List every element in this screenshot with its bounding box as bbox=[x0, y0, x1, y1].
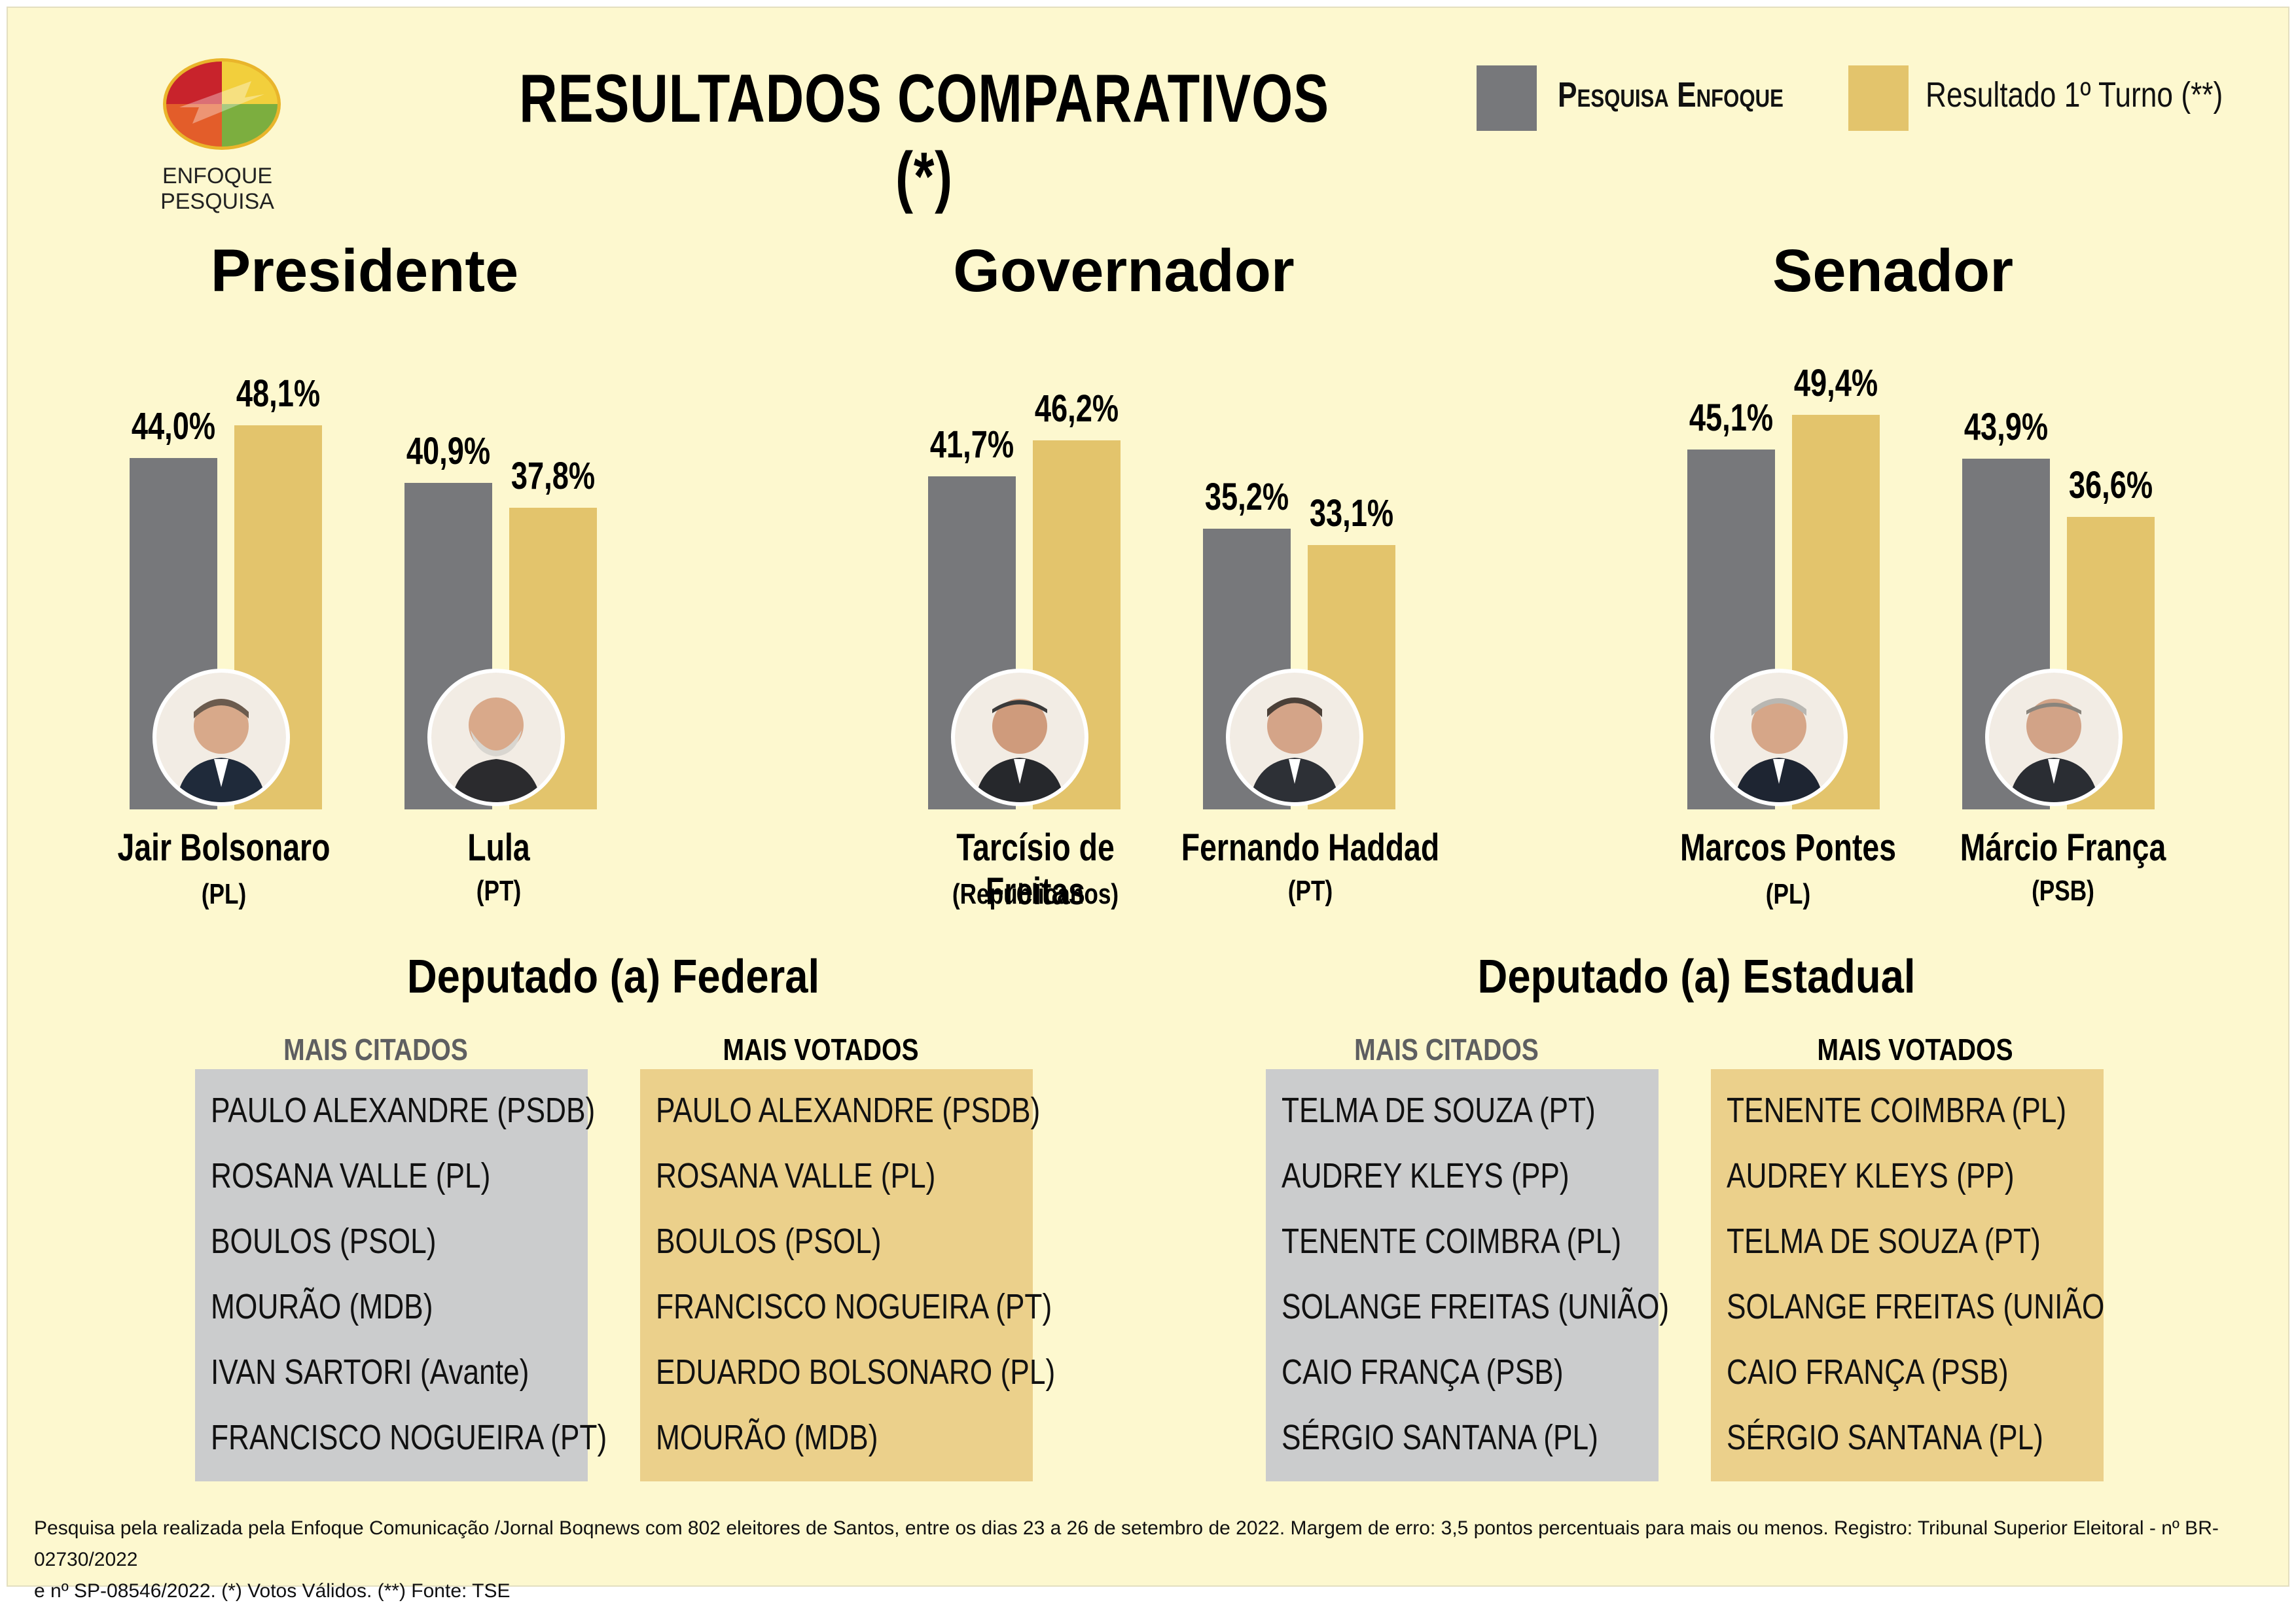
footnote: Pesquisa pela realizada pela Enfoque Com… bbox=[34, 1513, 2286, 1607]
candidate-photo-haddad bbox=[1226, 669, 1363, 806]
candidate-photo-tarcisio bbox=[951, 669, 1088, 806]
list-estadual-votados: TENENTE COIMBRA (PL) AUDREY KLEYS (PP) T… bbox=[1711, 1069, 2104, 1481]
list-header-votados: MAIS VOTADOS bbox=[723, 1033, 919, 1067]
value-label: 43,9% bbox=[1964, 406, 2049, 449]
list-item: BOULOS (PSOL) bbox=[656, 1222, 882, 1261]
list-item: TELMA DE SOUZA (PT) bbox=[1282, 1091, 1596, 1130]
legend-label-pesquisa: Pesquisa Enfoque bbox=[1558, 75, 1784, 115]
candidate-party: (PT) bbox=[1287, 875, 1333, 907]
candidate-name: Tarcísio de Freitas bbox=[956, 826, 1115, 913]
chart-title-presidente: Presidente bbox=[210, 238, 519, 304]
list-item: MOURÃO (MDB) bbox=[211, 1287, 433, 1326]
candidate-party: (PL) bbox=[201, 878, 247, 910]
person-icon bbox=[1714, 673, 1844, 802]
list-item: PAULO ALEXANDRE (PSDB) bbox=[656, 1091, 1041, 1130]
candidate-photo-marcio-franca bbox=[1985, 669, 2123, 806]
list-item: SOLANGE FREITAS (UNIÃO bbox=[1727, 1287, 2105, 1326]
list-item: AUDREY KLEYS (PP) bbox=[1727, 1156, 2015, 1195]
person-icon bbox=[431, 673, 561, 802]
chart-title-governador: Governador bbox=[953, 238, 1295, 304]
candidate-party: (Republicanos) bbox=[952, 878, 1119, 910]
candidate-name: Jair Bolsonaro bbox=[117, 826, 331, 869]
value-label: 44,0% bbox=[131, 405, 216, 448]
legend-swatch-pesquisa bbox=[1477, 65, 1537, 131]
list-item: CAIO FRANÇA (PSB) bbox=[1727, 1352, 2009, 1392]
value-label: 48,1% bbox=[236, 372, 321, 415]
section-title-estadual: Deputado (a) Estadual bbox=[1477, 951, 1916, 1003]
list-item: TENENTE COIMBRA (PL) bbox=[1282, 1222, 1622, 1261]
list-item: TENENTE COIMBRA (PL) bbox=[1727, 1091, 2067, 1130]
value-label: 46,2% bbox=[1034, 387, 1119, 431]
person-icon bbox=[1230, 673, 1359, 802]
list-federal-votados: PAULO ALEXANDRE (PSDB) ROSANA VALLE (PL)… bbox=[640, 1069, 1056, 1481]
list-header-votados: MAIS VOTADOS bbox=[1817, 1033, 2013, 1067]
candidate-name: Marcos Pontes bbox=[1679, 826, 1897, 869]
candidate-name: Márcio França bbox=[1960, 826, 2166, 869]
value-label: 35,2% bbox=[1204, 475, 1289, 518]
value-label: 33,1% bbox=[1309, 492, 1394, 535]
legend-swatch-resultado bbox=[1848, 65, 1909, 131]
candidate-party: (PSB) bbox=[2032, 875, 2094, 907]
list-item: PAULO ALEXANDRE (PSDB) bbox=[211, 1091, 596, 1130]
list-item: FRANCISCO NOGUEIRA (PT) bbox=[656, 1287, 1052, 1326]
person-icon bbox=[1989, 673, 2119, 802]
logo-label: ENFOQUE PESQUISA bbox=[160, 164, 274, 214]
candidate-photo-lula bbox=[427, 669, 565, 806]
list-item: MOURÃO (MDB) bbox=[656, 1418, 878, 1457]
value-label: 40,9% bbox=[406, 430, 491, 473]
footnote-line-1: Pesquisa pela realizada pela Enfoque Com… bbox=[34, 1517, 2219, 1570]
list-estadual-citados: TELMA DE SOUZA (PT) AUDREY KLEYS (PP) TE… bbox=[1266, 1069, 1670, 1481]
footnote-line-2: e nº SP-08546/2022. (*) Votos Válidos. (… bbox=[34, 1580, 511, 1602]
section-title-federal: Deputado (a) Federal bbox=[406, 951, 820, 1003]
value-label: 37,8% bbox=[511, 454, 596, 497]
list-item: AUDREY KLEYS (PP) bbox=[1282, 1156, 1570, 1195]
candidate-photo-bolsonaro bbox=[152, 669, 290, 806]
list-item: TELMA DE SOUZA (PT) bbox=[1727, 1222, 2041, 1261]
person-icon bbox=[955, 673, 1085, 802]
list-item: BOULOS (PSOL) bbox=[211, 1222, 437, 1261]
person-icon bbox=[156, 673, 286, 802]
list-header-citados: MAIS CITADOS bbox=[283, 1033, 468, 1067]
list-item: SOLANGE FREITAS (UNIÃO) bbox=[1282, 1287, 1670, 1326]
value-label: 36,6% bbox=[2068, 464, 2153, 507]
list-item: IVAN SARTORI (Avante) bbox=[211, 1352, 529, 1392]
chart-title-senador: Senador bbox=[1772, 238, 2014, 304]
list-federal-citados: PAULO ALEXANDRE (PSDB) ROSANA VALLE (PL)… bbox=[195, 1069, 607, 1481]
list-item: ROSANA VALLE (PL) bbox=[656, 1156, 936, 1195]
list-item: FRANCISCO NOGUEIRA (PT) bbox=[211, 1418, 607, 1457]
candidate-name: Fernando Haddad bbox=[1181, 826, 1440, 869]
list-item: SÉRGIO SANTANA (PL) bbox=[1282, 1418, 1598, 1457]
value-label: 41,7% bbox=[929, 423, 1014, 467]
value-label: 49,4% bbox=[1793, 362, 1878, 405]
list-item: CAIO FRANÇA (PSB) bbox=[1282, 1352, 1564, 1392]
infographic: ENFOQUE PESQUISA RESULTADOS COMPARATIVOS… bbox=[7, 7, 2289, 1602]
legend-label-resultado: Resultado 1º Turno (**) bbox=[1926, 75, 2223, 115]
candidate-party: (PT) bbox=[476, 875, 522, 907]
enfoque-logo-icon bbox=[163, 58, 281, 150]
list-item: ROSANA VALLE (PL) bbox=[211, 1156, 491, 1195]
list-item: SÉRGIO SANTANA (PL) bbox=[1727, 1418, 2043, 1457]
candidate-name: Lula bbox=[467, 826, 530, 869]
page-title: RESULTADOS COMPARATIVOS (*) bbox=[519, 61, 1329, 215]
candidate-party: (PL) bbox=[1765, 878, 1811, 910]
list-header-citados: MAIS CITADOS bbox=[1354, 1033, 1539, 1067]
list-item: EDUARDO BOLSONARO (PL) bbox=[656, 1352, 1056, 1392]
value-label: 45,1% bbox=[1689, 396, 1774, 439]
candidate-photo-marcos-pontes bbox=[1710, 669, 1848, 806]
